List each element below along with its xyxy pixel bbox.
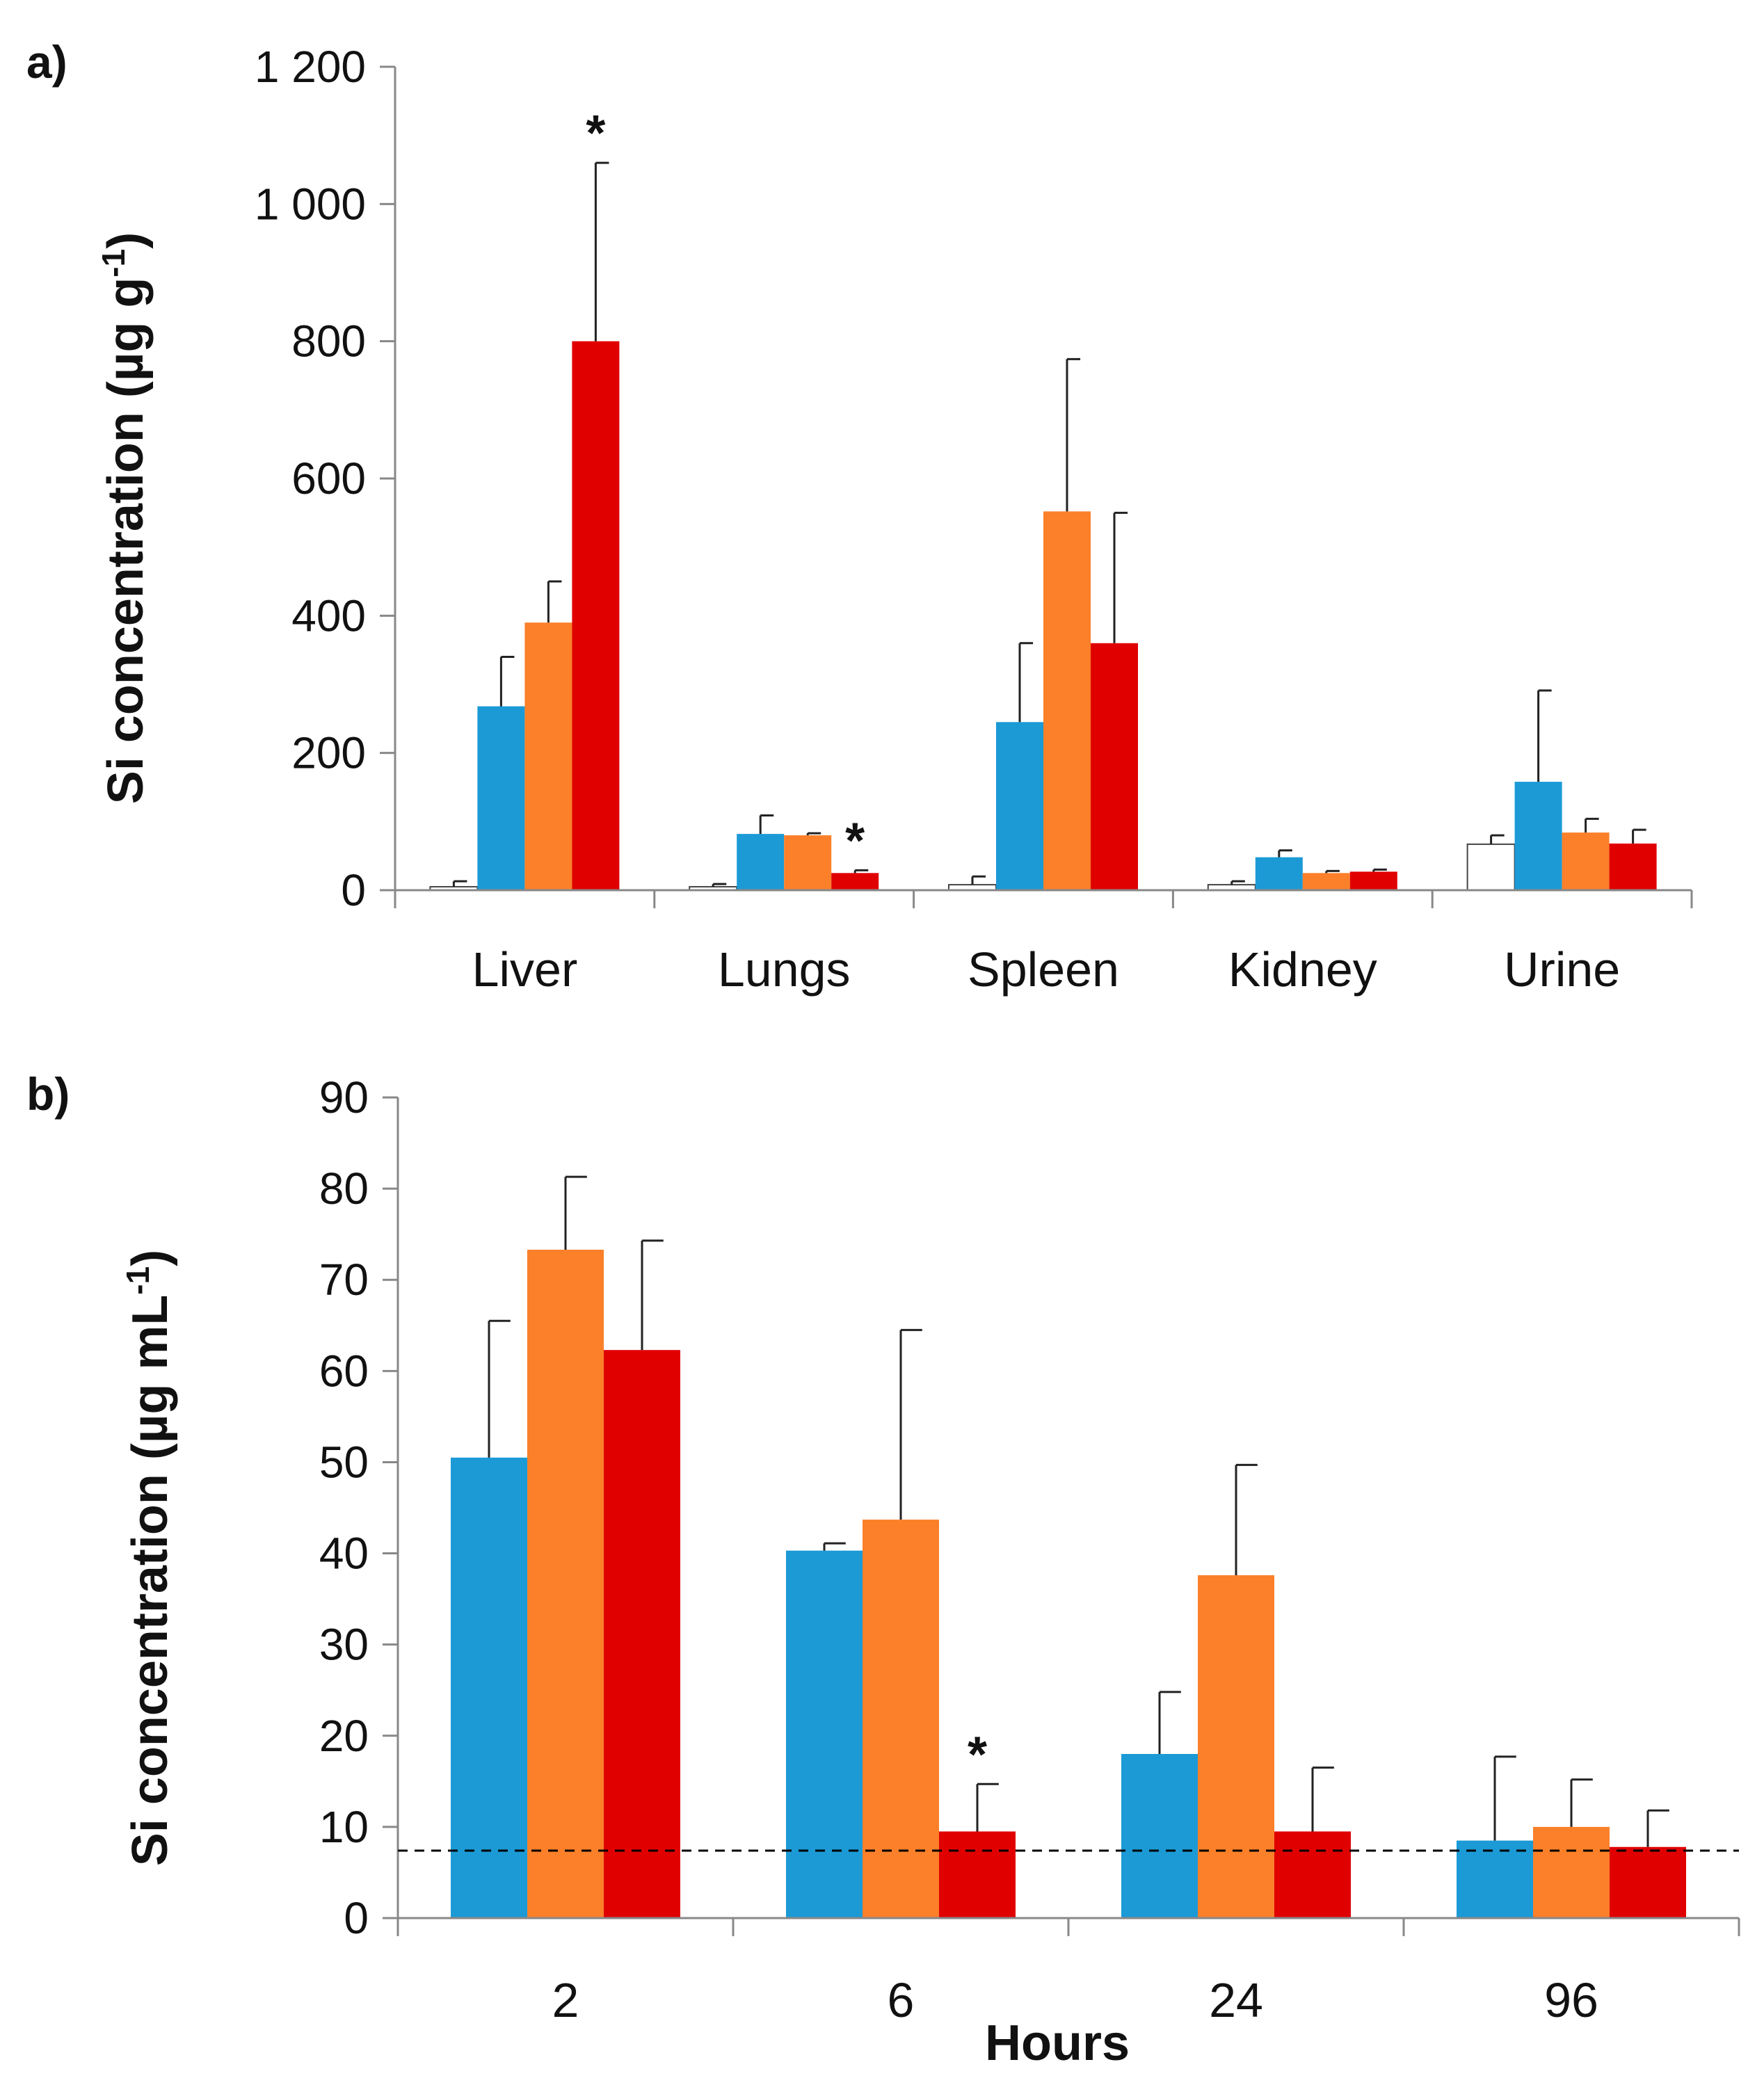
- panel-a-category-label-lungs: Lungs: [718, 942, 851, 997]
- panel-a-bar-urine-group-3: [1562, 832, 1610, 890]
- panel-b-y-tick-label: 30: [319, 1620, 369, 1670]
- panel-b-bar-2-group-3: [527, 1249, 604, 1918]
- panel-b-bar-96-group-3: [1533, 1826, 1610, 1918]
- panel-a-bar-urine-group-2: [1514, 782, 1562, 890]
- panel-a-x-axis: Liver Lungs Spleen Kidney Urine: [394, 889, 1693, 997]
- panel-a-y-tick-label: 1 000: [255, 179, 366, 229]
- panel-b-bars: *: [398, 1175, 1739, 1918]
- panel-a-category-label-kidney: Kidney: [1228, 942, 1377, 997]
- panel-b-category-label-2: 2: [552, 1973, 579, 2027]
- panel-a-category-label-spleen: Spleen: [968, 942, 1119, 997]
- panel-b-bar-96-group-4: [1610, 1846, 1686, 1918]
- panel-b-x-axis: 2 6 24 96: [396, 1917, 1740, 2027]
- panel-a-y-axis: 0 200 400 600 800 1 000 1 200: [255, 42, 396, 915]
- panel-a-bar-kidney-group-3: [1302, 873, 1350, 890]
- panel-b-y-tick-label: 70: [319, 1255, 369, 1305]
- panel-b-y-axis-title: Si concentration (µg mL-1): [120, 1250, 178, 1866]
- panel-b-x-axis-title: Hours: [985, 2015, 1130, 2071]
- panel-a-category-label-liver: Liver: [472, 942, 578, 997]
- panel-a-y-axis-title: Si concentration (µg g-1): [95, 232, 154, 804]
- panel-a-y-tick-label: 1 200: [255, 42, 366, 92]
- panel-a-y-tick-label: 800: [291, 316, 366, 367]
- panel-b-bar-6-group-3: [863, 1520, 939, 1918]
- panel-b-y-axis: 0 10 20 30 40 50 60 70 80 90: [319, 1072, 399, 1943]
- panel-a-bar-lungs-group-2: [737, 834, 785, 890]
- panel-a-bar-urine-group-4: [1609, 843, 1657, 890]
- panel-a-bar-liver-group-4: [572, 341, 620, 891]
- panel-a: a) Si concentration (µg g-1) 0 200 400 600 8…: [26, 36, 1693, 997]
- panel-a-bar-kidney-group-2: [1255, 857, 1303, 890]
- panel-b-bar-24-group-3: [1198, 1575, 1274, 1918]
- panel-b-bar-6-group-2: [786, 1550, 863, 1918]
- panel-a-significance-marker: *: [586, 106, 605, 161]
- panel-a-significance-marker: *: [845, 813, 865, 869]
- panel-b-y-tick-label: 80: [319, 1164, 369, 1214]
- panel-b-y-tick-label: 20: [319, 1711, 369, 1761]
- panel-b-bar-96-group-2: [1457, 1840, 1533, 1918]
- panel-b-significance-marker: *: [968, 1727, 987, 1782]
- panel-a-y-tick-label: 200: [291, 728, 366, 778]
- panel-a-label: a): [26, 36, 67, 88]
- panel-b: b) Si concentration (µg mL-1) 0 10 20 30 40 5…: [26, 1068, 1740, 2071]
- panel-a-bar-kidney-group-4: [1349, 871, 1397, 890]
- panel-b-category-label-6: 6: [888, 1973, 915, 2027]
- panel-a-bar-spleen-group-2: [996, 722, 1043, 890]
- panel-b-y-tick-label: 50: [319, 1437, 369, 1487]
- panel-b-bar-24-group-4: [1274, 1831, 1351, 1918]
- panel-b-category-label-96: 96: [1544, 1973, 1598, 2027]
- panel-b-bar-24-group-2: [1121, 1754, 1198, 1918]
- panel-b-y-tick-label: 10: [319, 1802, 369, 1852]
- panel-b-bar-6-group-4: [939, 1831, 1016, 1918]
- panel-a-bar-lungs-group-4: [831, 873, 879, 890]
- panel-b-category-label-24: 24: [1209, 1973, 1263, 2027]
- panel-a-bar-liver-group-3: [524, 622, 572, 890]
- panel-a-bar-liver-group-2: [477, 706, 525, 890]
- panel-b-y-tick-label: 60: [319, 1346, 369, 1396]
- panel-a-y-tick-label: 400: [291, 590, 366, 641]
- panel-a-bar-spleen-group-4: [1091, 643, 1138, 890]
- panel-a-y-tick-label: 0: [341, 865, 366, 915]
- panel-b-bar-2-group-4: [604, 1350, 680, 1918]
- panel-b-label: b): [26, 1068, 70, 1120]
- panel-b-y-tick-label: 90: [319, 1072, 369, 1122]
- panel-b-bar-2-group-2: [451, 1457, 527, 1918]
- panel-a-bar-spleen-group-3: [1043, 511, 1091, 890]
- panel-a-bar-lungs-group-3: [784, 835, 832, 890]
- panel-b-y-tick-label: 40: [319, 1529, 369, 1579]
- panel-a-bar-urine-control: [1466, 843, 1516, 891]
- panel-b-y-tick-label: 0: [344, 1893, 369, 1943]
- panel-a-y-tick-label: 600: [291, 453, 366, 504]
- panel-a-category-label-urine: Urine: [1504, 942, 1620, 997]
- panel-a-bars: **: [429, 106, 1657, 892]
